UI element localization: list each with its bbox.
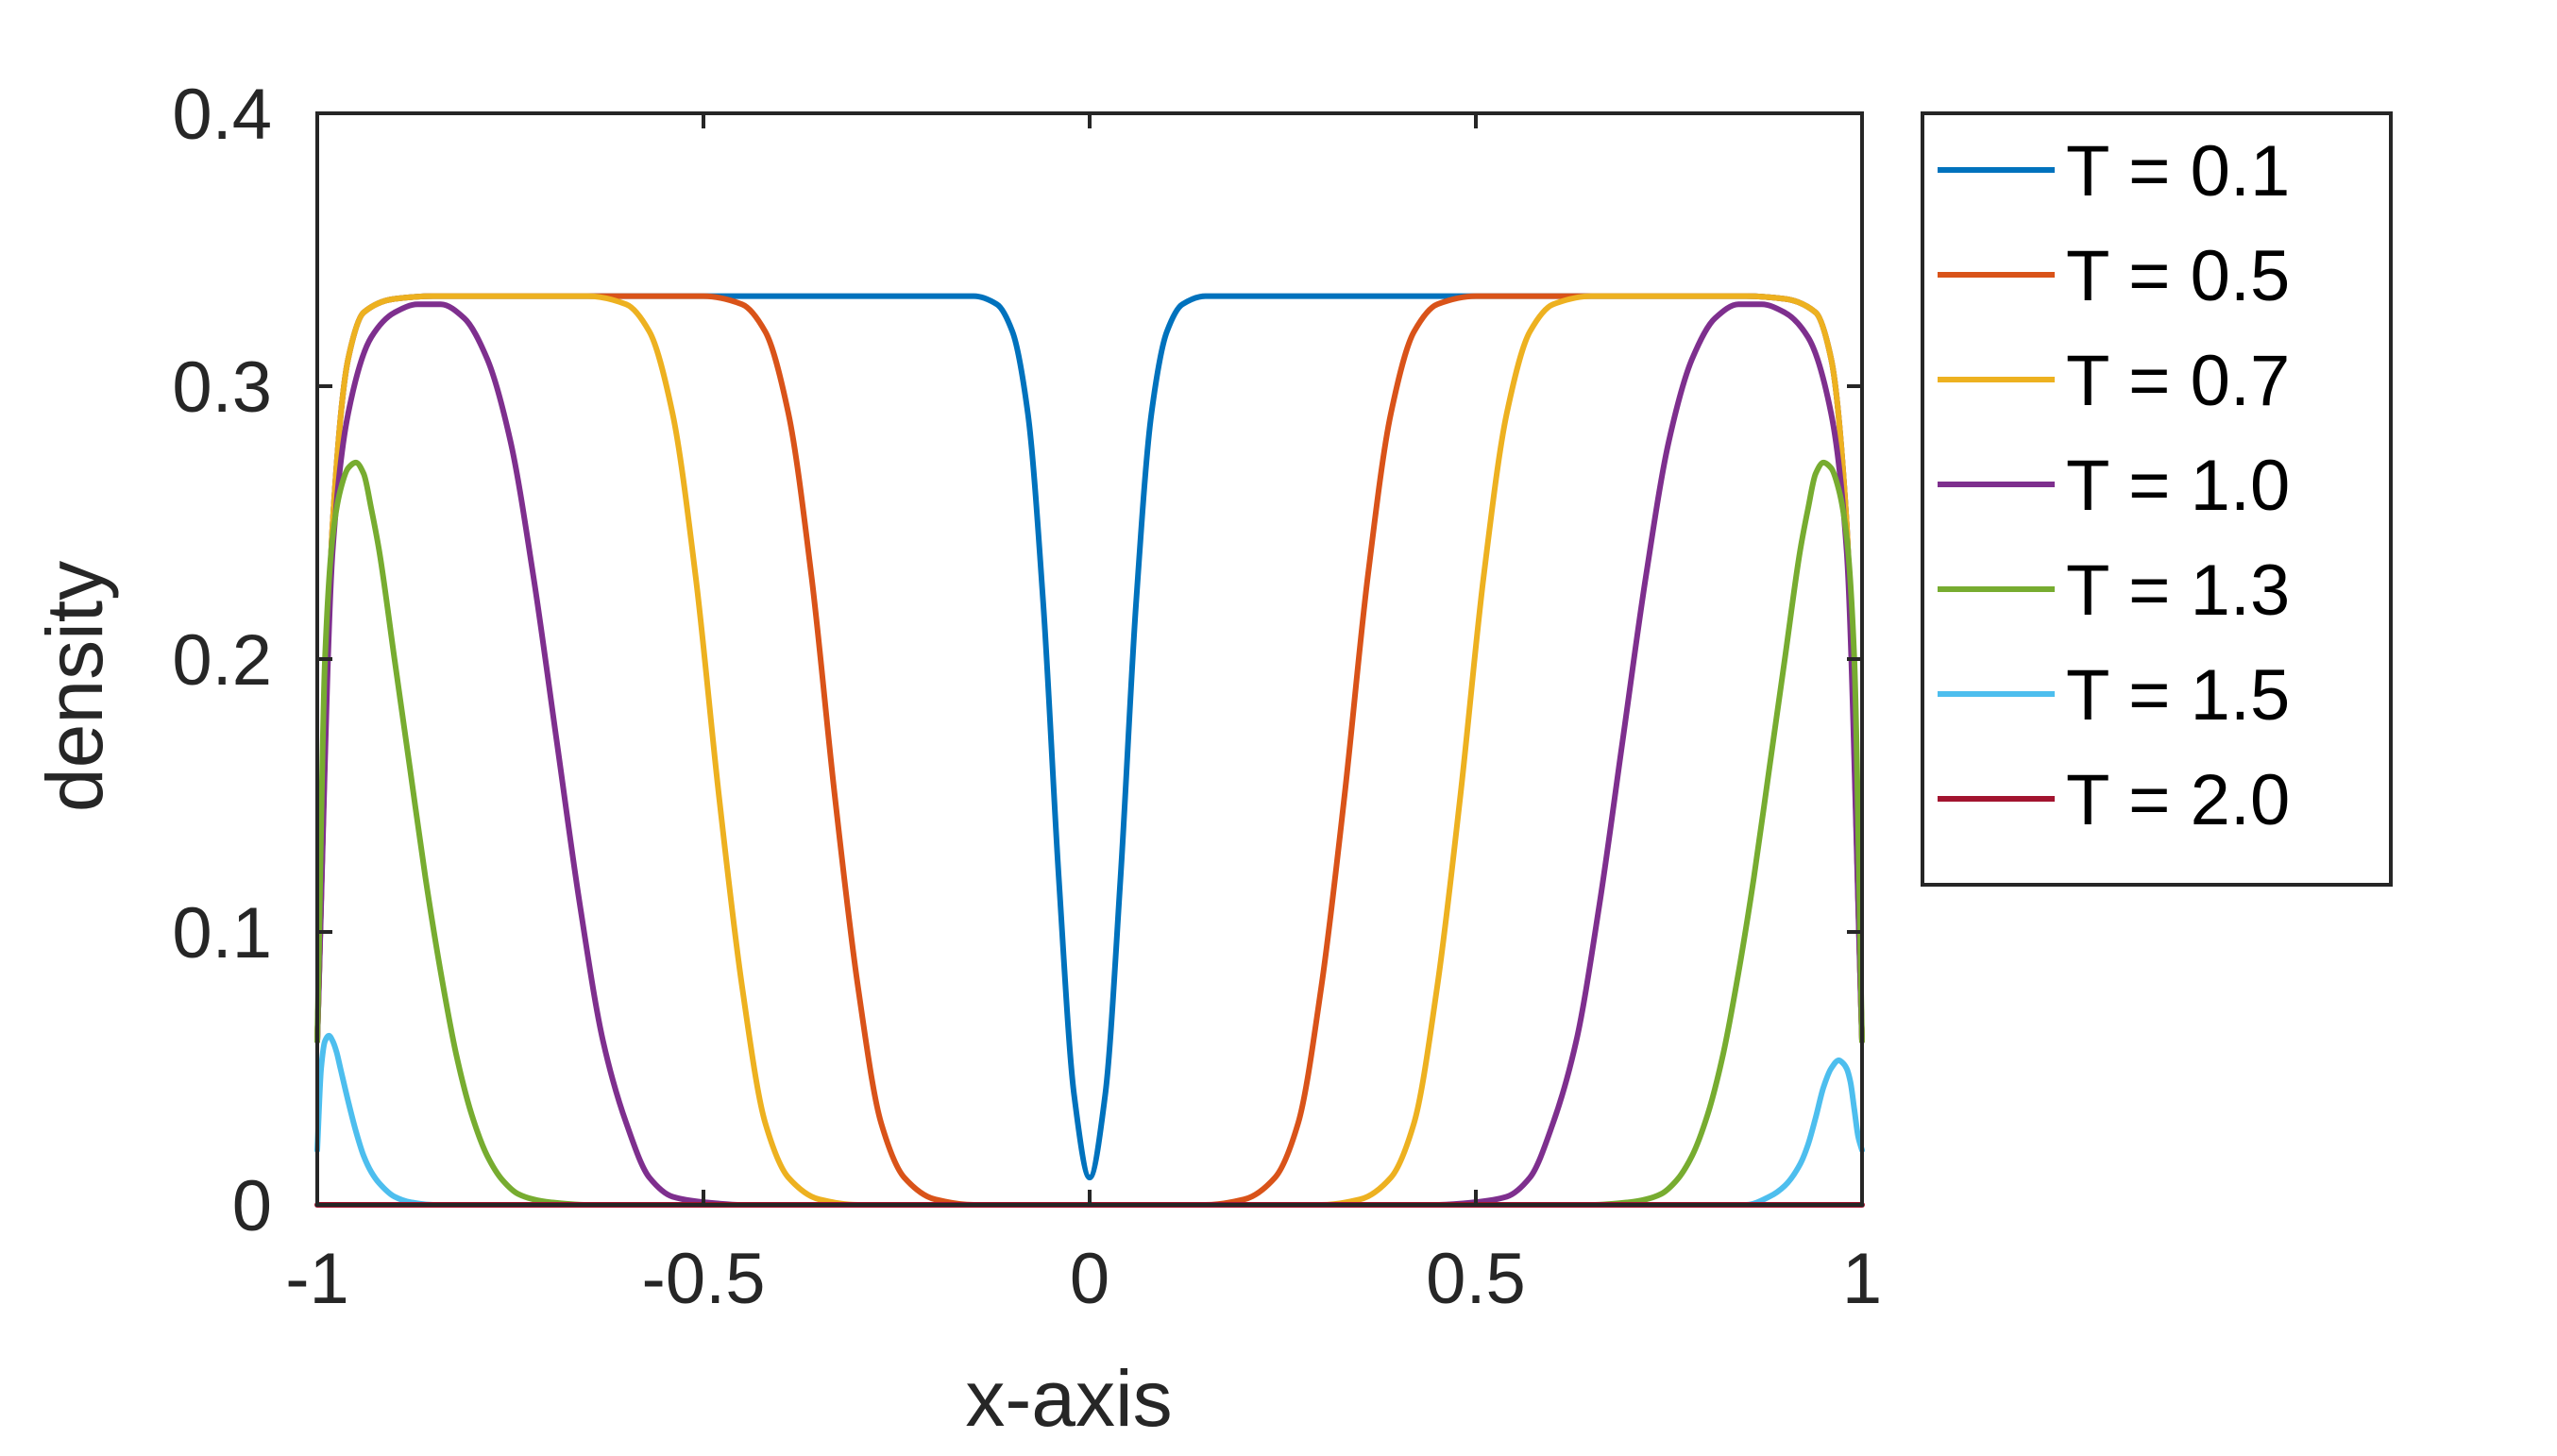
- legend-label-1: T = 0.5: [2066, 236, 2290, 316]
- y-tick-label-4: 0.4: [172, 75, 272, 155]
- legend-label-3: T = 1.0: [2066, 446, 2290, 526]
- legend-label-5: T = 1.5: [2066, 655, 2290, 736]
- legend-label-6: T = 2.0: [2066, 760, 2290, 840]
- axes: [315, 111, 1864, 1207]
- legend-label-4: T = 1.3: [2066, 550, 2290, 631]
- legend: T = 0.1 T = 0.5 T = 0.7 T = 1.0 T = 1.3 T = 1…: [1921, 111, 2393, 887]
- axes-box: [315, 111, 1864, 1207]
- x-tick-label-0: -1: [285, 1239, 349, 1319]
- y-tick-label-3: 0.3: [172, 347, 272, 428]
- series-line-2: [314, 293, 1865, 1208]
- y-axis-label: density: [30, 561, 119, 812]
- legend-box: [1921, 111, 2393, 887]
- x-axis-label: x-axis: [965, 1354, 1172, 1443]
- tick-labels: -1 -0.5 0 0.5 1 0 0.1 0.2 0.3 0.4: [172, 75, 1882, 1319]
- series-line-4: [314, 459, 1865, 1209]
- x-tick-label-4: 1: [1842, 1239, 1882, 1319]
- x-tick-label-3: 0.5: [1426, 1239, 1526, 1319]
- y-tick-label-1: 0.1: [172, 893, 272, 973]
- series-line-3: [314, 301, 1865, 1209]
- legend-label-2: T = 0.7: [2066, 341, 2290, 421]
- series-line-1: [314, 293, 1865, 1209]
- legend-label-0: T = 0.1: [2066, 131, 2290, 212]
- plot-lines: [314, 293, 1865, 1209]
- x-tick-label-1: -0.5: [642, 1239, 766, 1319]
- y-tick-label-2: 0.2: [172, 620, 272, 701]
- series-line-0: [314, 293, 1865, 1181]
- x-tick-label-2: 0: [1070, 1239, 1109, 1319]
- y-tick-label-0: 0: [232, 1166, 272, 1246]
